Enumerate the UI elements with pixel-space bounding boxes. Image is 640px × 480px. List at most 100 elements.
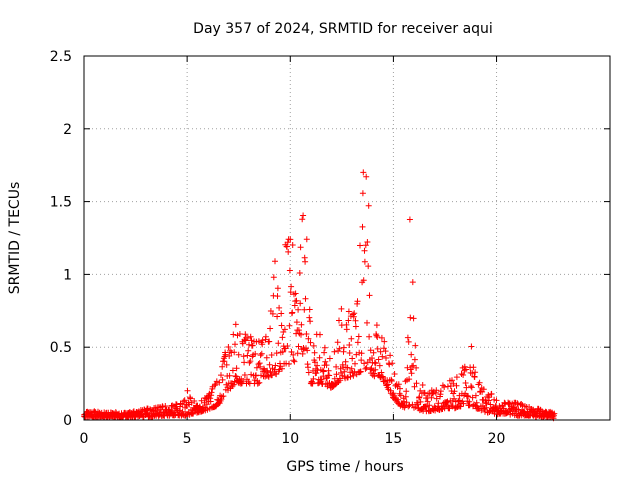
data-point [409,401,416,408]
data-point [302,295,309,302]
data-point [480,386,487,393]
data-point [373,332,380,339]
grid-lines [84,56,610,420]
plot-frame [83,55,611,421]
data-point [281,326,288,333]
data-point [268,352,275,358]
data-point [331,348,338,355]
data-point [389,360,396,367]
data-point [240,378,247,385]
data-point [478,407,485,414]
data-point [306,314,313,321]
data-point [333,363,340,370]
data-point [312,359,318,366]
data-point [208,389,215,396]
data-point [345,317,352,324]
data-point [397,385,403,392]
chart-title: Day 357 of 2024, SRMTID for receiver aqu… [193,21,493,37]
data-point [376,362,383,369]
data-point [411,383,418,390]
data-point [232,341,238,348]
data-point [269,310,276,317]
data-point [257,363,264,370]
data-point [411,356,418,363]
data-point [404,364,411,371]
data-point [317,331,323,338]
data-point [285,248,292,255]
data-point [294,350,301,357]
data-point [374,345,381,352]
data-point [218,372,224,379]
data-point [343,326,350,333]
data-point [356,369,363,376]
y-tick-label: 2.5 [50,49,72,65]
data-point [270,274,277,281]
data-point [233,373,240,380]
data-point [410,315,417,322]
data-point [367,347,374,354]
data-point [463,366,469,373]
data-point [387,352,394,359]
data-point [326,372,333,379]
data-point [305,369,312,376]
data-point [242,331,249,338]
axis-ticks [83,55,610,421]
data-point [337,377,344,384]
data-point [383,355,389,361]
data-point [426,402,433,409]
data-point [307,339,314,346]
data-point [466,402,473,409]
data-points [81,169,558,422]
data-point [448,402,455,409]
data-point [232,321,239,328]
y-tick-label: 1.5 [50,195,72,211]
data-point [246,341,252,348]
data-point [279,334,286,341]
data-point [297,300,304,307]
data-point [231,349,238,356]
data-point [347,373,354,380]
data-point [241,372,248,378]
data-point [378,334,385,341]
data-point [241,359,248,366]
data-point [406,216,413,223]
data-point [275,340,282,347]
data-point [468,384,475,391]
data-point [290,357,297,364]
data-point [370,349,377,356]
data-point [363,173,370,180]
data-point [272,362,279,369]
data-point [247,358,254,365]
data-point [388,378,395,384]
data-point [409,279,416,286]
data-point [515,406,522,413]
data-point [419,382,426,388]
data-point [493,397,500,404]
data-point [220,393,227,400]
data-point [352,360,358,367]
data-point [240,353,247,360]
data-point [381,338,388,345]
data-point [487,401,494,408]
data-point [293,319,300,326]
data-point [404,334,411,341]
data-point [226,372,233,379]
data-point [364,239,371,245]
data-point [290,351,297,358]
data-point [212,381,219,388]
data-point [461,363,468,370]
data-point [298,321,305,328]
data-point [444,398,451,405]
data-point [249,342,256,349]
data-point [272,258,278,265]
data-point [407,314,414,321]
data-point [424,398,431,405]
data-point [417,398,424,405]
data-point [374,334,381,340]
data-point [407,366,414,373]
data-point [211,382,218,389]
data-point [262,333,269,340]
data-point [309,380,316,387]
data-point [518,401,525,407]
data-point [229,367,236,374]
